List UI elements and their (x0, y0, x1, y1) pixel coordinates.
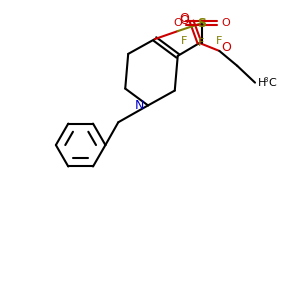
Text: O: O (180, 14, 190, 27)
Text: F: F (215, 36, 222, 46)
Text: H: H (258, 78, 266, 88)
Text: O: O (221, 41, 231, 55)
Text: O: O (179, 12, 189, 25)
Text: O: O (173, 18, 182, 28)
Text: C: C (268, 78, 276, 88)
Text: F: F (181, 36, 188, 46)
Text: S: S (197, 17, 206, 30)
Text: 3: 3 (263, 77, 267, 83)
Text: N: N (135, 99, 144, 112)
Text: F: F (198, 38, 205, 48)
Text: O: O (221, 18, 230, 28)
